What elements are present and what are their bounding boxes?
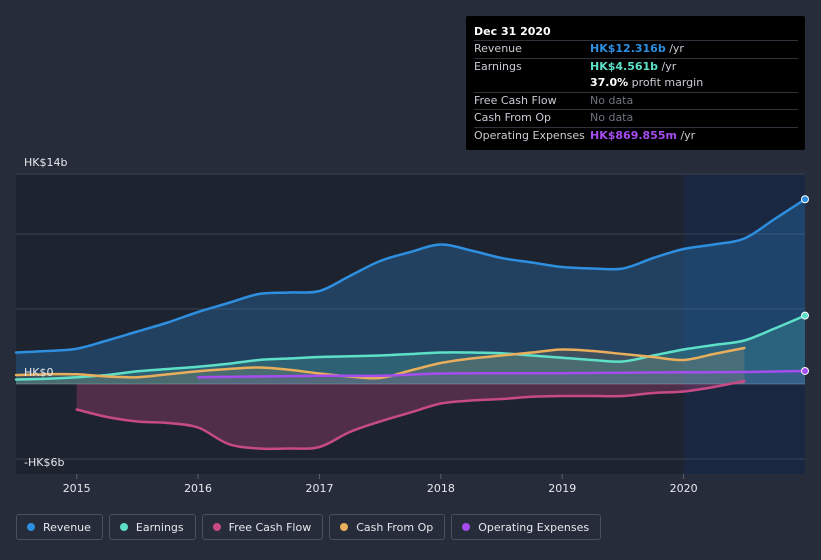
legend-dot-icon (462, 523, 471, 531)
tooltip-value: No data (590, 93, 634, 107)
y-axis-zero-label: HK$0 (24, 366, 53, 379)
legend-item-earnings[interactable]: Earnings (108, 514, 196, 540)
tooltip-row: Operating Expenses HK$869.855m /yr (474, 126, 798, 145)
tooltip-row: Earnings HK$4.561b /yr (474, 57, 798, 76)
x-tick-label-2015: 2015 (63, 482, 91, 495)
earnings-end-point (801, 311, 809, 320)
y-axis-top-label: HK$14b (24, 156, 67, 169)
tooltip-value: 37.0% profit margin (590, 76, 704, 89)
data-tooltip: Dec 31 2020 Revenue HK$12.316b /yr Earning… (466, 16, 805, 150)
operating-expenses-end-point (801, 366, 809, 375)
earnings-line (14, 314, 807, 381)
x-tick-label-2020: 2020 (670, 482, 698, 495)
tooltip-value: HK$4.561b /yr (590, 59, 677, 73)
legend-dot-icon (119, 523, 128, 531)
revenue-line (14, 198, 807, 354)
legend: Revenue Earnings Free Cash Flow Cash From O… (16, 514, 602, 542)
legend-label: Revenue (43, 520, 91, 534)
legend-dot-icon (340, 523, 349, 531)
tooltip-key: Free Cash Flow (474, 93, 557, 107)
free-cash-flow-area (76, 381, 745, 449)
x-tick-label-2016: 2016 (184, 482, 212, 495)
tooltip-row: Revenue HK$12.316b /yr (474, 40, 798, 58)
legend-label: Operating Expenses (478, 520, 590, 534)
plot-background (16, 174, 805, 474)
revenue-end-point (801, 195, 809, 204)
legend-label: Earnings (135, 520, 184, 534)
tooltip-value: HK$12.316b /yr (590, 42, 684, 55)
operating-expenses-area (198, 370, 806, 384)
x-tick-label-2019: 2019 (548, 482, 576, 495)
legend-dot-icon (27, 523, 35, 531)
legend-label: Cash From Op (356, 520, 434, 534)
earnings-area (16, 315, 805, 384)
y-axis-bottom-label: -HK$6b (24, 456, 64, 469)
tooltip-key: Earnings (474, 59, 522, 73)
tooltip-key: Cash From Op (474, 111, 552, 124)
tooltip-date: Dec 31 2020 (474, 25, 551, 38)
tooltip-row: 37.0% profit margin (474, 75, 798, 92)
tooltip-value: HK$869.855m /yr (590, 128, 696, 142)
legend-item-revenue[interactable]: Revenue (16, 514, 103, 540)
tooltip-row: Free Cash Flow No data (474, 91, 798, 110)
operating-expenses-line (196, 369, 807, 379)
tooltip-key (474, 75, 590, 92)
legend-item-operating-expenses[interactable]: Operating Expenses (451, 514, 602, 540)
x-tick-label-2018: 2018 (427, 482, 455, 495)
tooltip-key: Operating Expenses (474, 128, 585, 142)
legend-item-cash-from-op[interactable]: Cash From Op (329, 514, 446, 540)
cash-from-op-line (14, 346, 746, 380)
tooltip-value: No data (590, 111, 634, 124)
tooltip-row: Cash From Op No data (474, 109, 798, 127)
revenue-area (16, 199, 805, 384)
x-tick-label-2017: 2017 (305, 482, 333, 495)
legend-dot-icon (212, 523, 221, 531)
legend-item-free-cash-flow[interactable]: Free Cash Flow (201, 514, 324, 540)
legend-label: Free Cash Flow (228, 520, 312, 534)
tooltip-key: Revenue (474, 42, 522, 55)
free-cash-flow-line (75, 379, 746, 451)
